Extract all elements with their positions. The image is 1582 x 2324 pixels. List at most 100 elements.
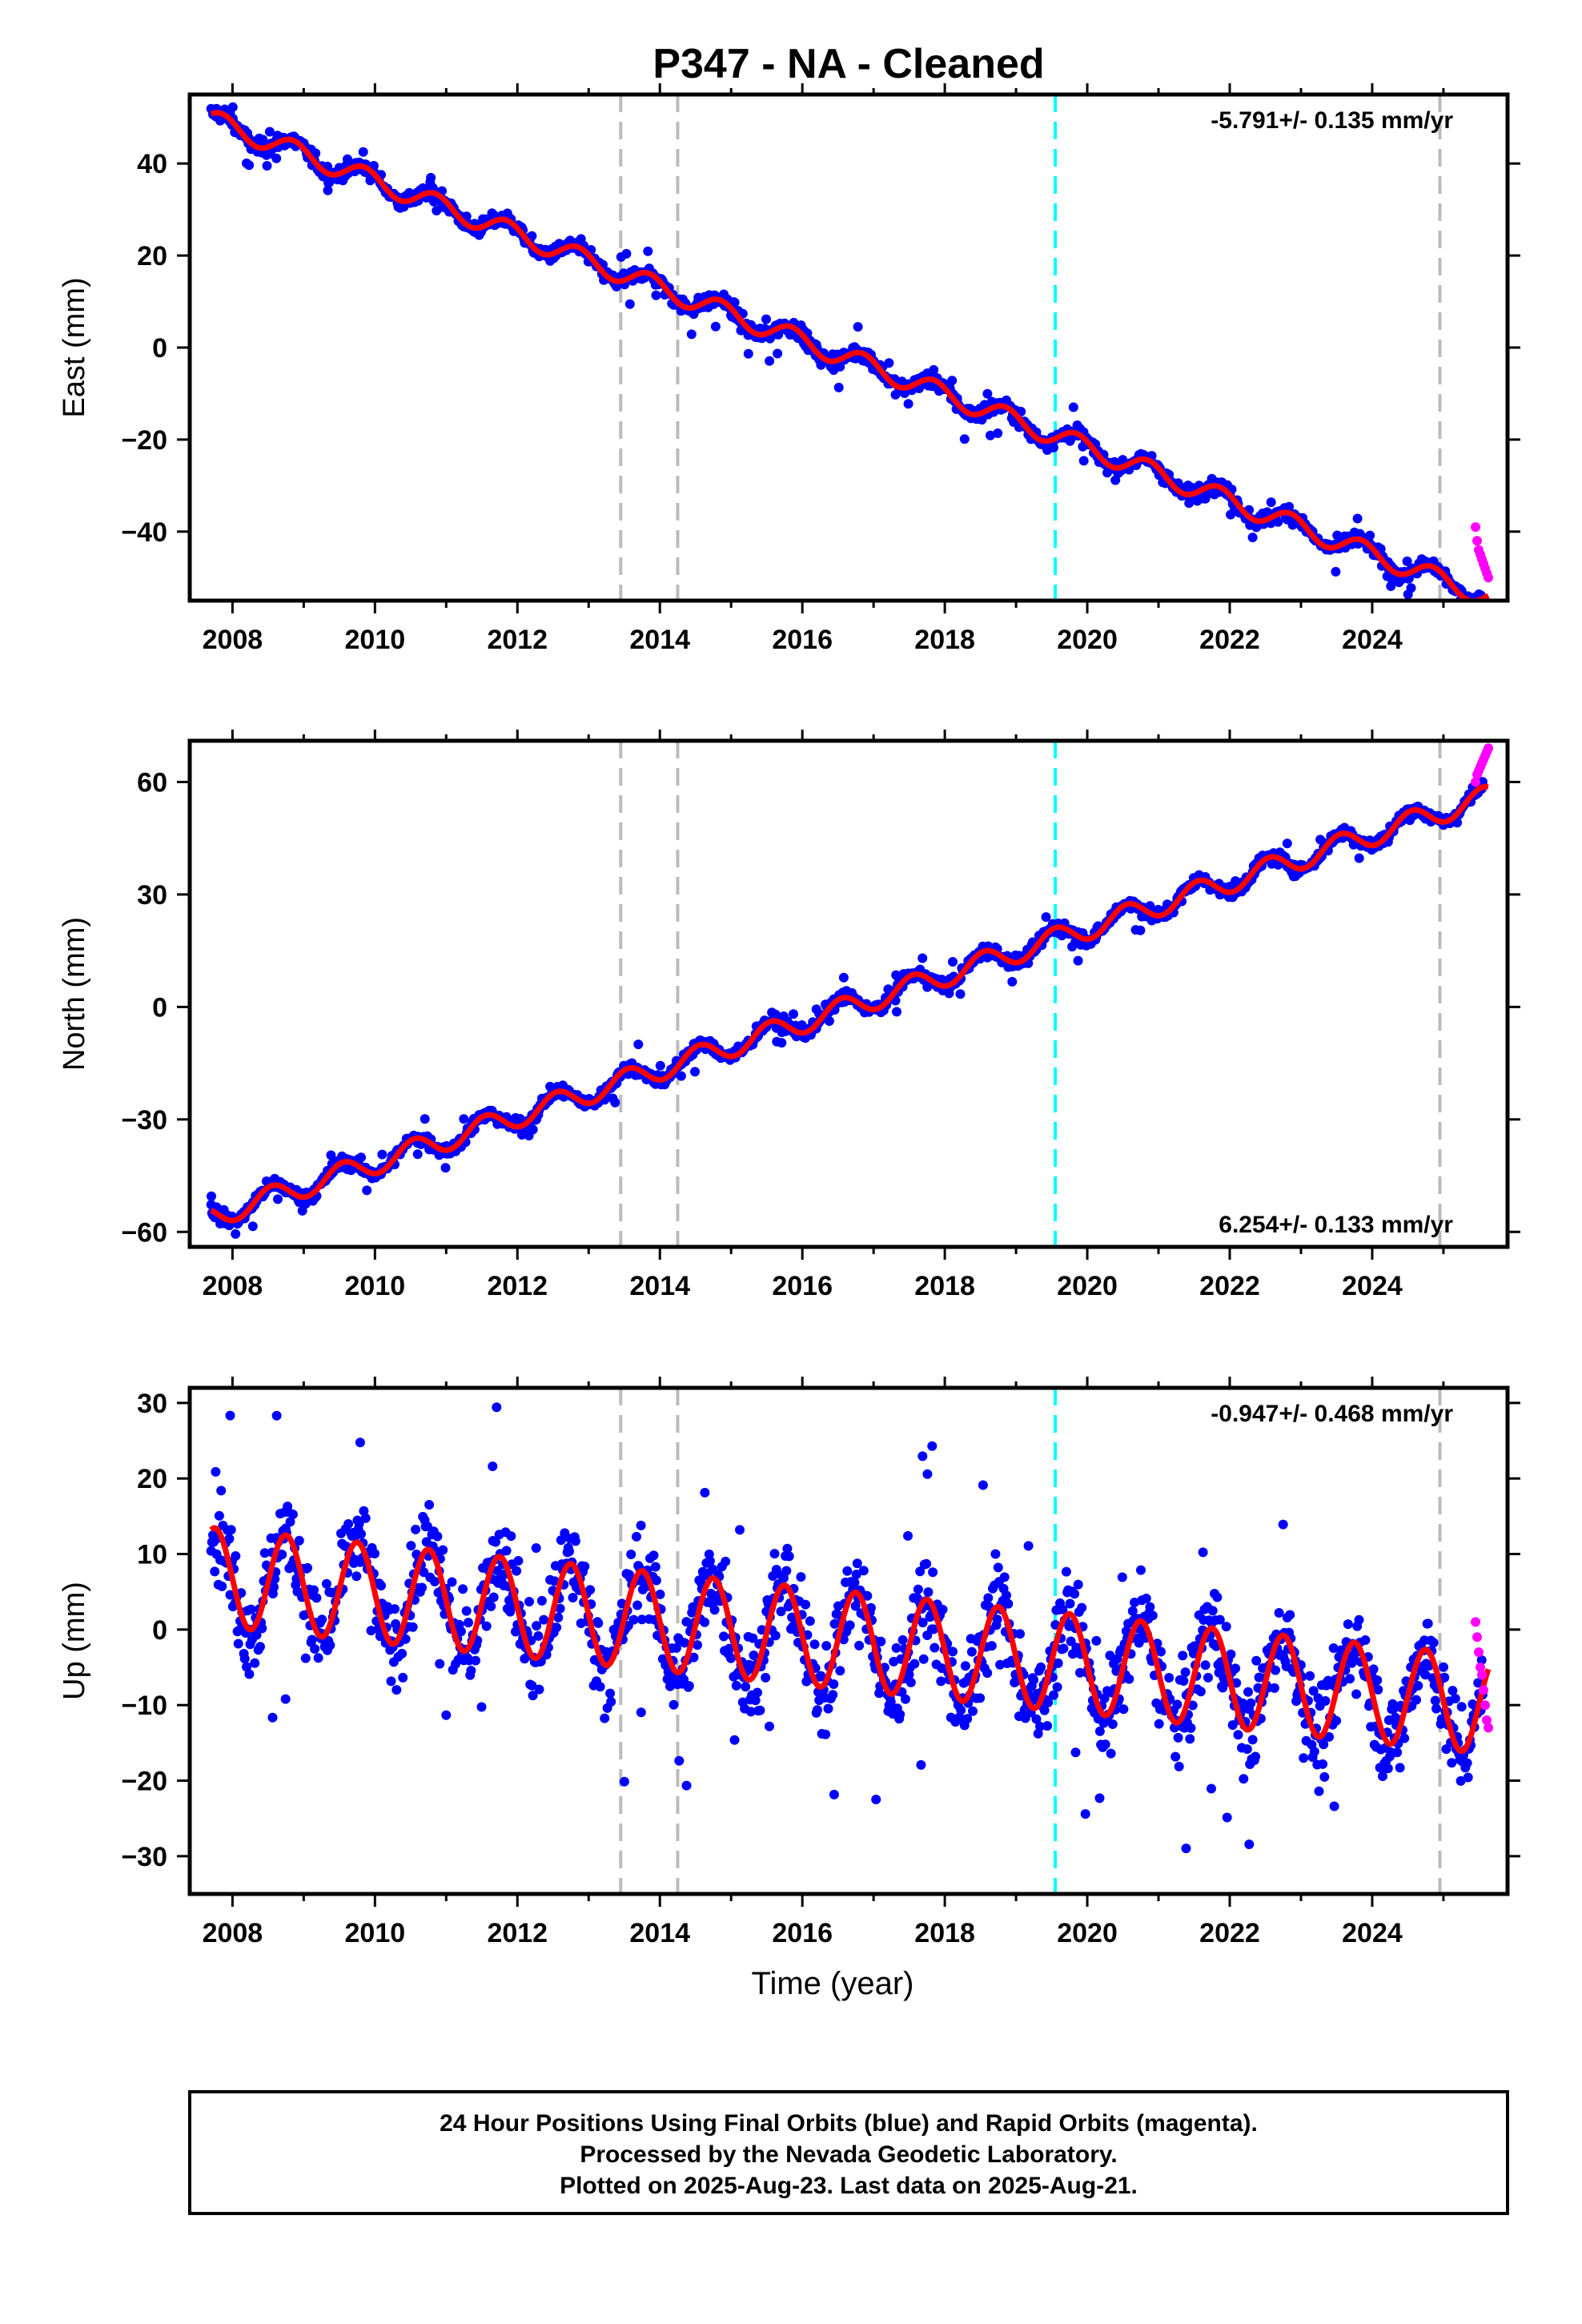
data-point [829, 1679, 839, 1689]
data-point [655, 1060, 665, 1071]
data-point [1378, 1771, 1387, 1781]
data-point [1035, 1722, 1045, 1731]
data-point [466, 1666, 476, 1675]
data-point [895, 1709, 905, 1719]
data-point [721, 1556, 731, 1566]
data-point [362, 1185, 372, 1196]
data-point [1309, 1747, 1319, 1757]
y-tick-label: 20 [137, 1464, 167, 1494]
data-point [853, 322, 863, 332]
data-point [651, 1575, 661, 1586]
data-point [321, 1578, 331, 1589]
data-point [217, 1581, 227, 1591]
data-point [257, 1623, 267, 1634]
x-tick-label: 2018 [914, 1918, 975, 1948]
data-point [681, 1780, 692, 1791]
data-point [749, 1651, 759, 1660]
y-tick-label: −30 [121, 1105, 167, 1136]
data-point [770, 1630, 781, 1641]
x-tick-label: 2016 [772, 1271, 833, 1301]
data-point [1331, 566, 1341, 577]
data-point [432, 206, 442, 215]
data-point [269, 1582, 279, 1592]
data-point [267, 1712, 278, 1723]
data-point [1406, 583, 1416, 593]
data-point [605, 1688, 616, 1699]
data-point [271, 1410, 282, 1421]
data-point [481, 1621, 492, 1631]
data-point [231, 1228, 241, 1239]
data-point [690, 1067, 700, 1077]
data-point [488, 1462, 498, 1471]
data-point [905, 1677, 916, 1687]
data-point [829, 1789, 839, 1799]
data-point [527, 1680, 537, 1691]
rapid-orbit-points [1471, 522, 1493, 583]
data-point [1099, 1693, 1110, 1703]
data-point [1439, 1672, 1450, 1683]
data-point [1073, 1579, 1083, 1590]
data-point [782, 1543, 793, 1554]
data-point [273, 1194, 283, 1204]
data-point [1354, 853, 1364, 863]
data-point [430, 1576, 440, 1586]
data-point [750, 1695, 761, 1706]
data-point [1212, 1592, 1223, 1602]
data-point [1411, 1695, 1421, 1705]
plot-frame [187, 738, 1510, 1249]
data-point [280, 1694, 291, 1704]
x-tick-label: 2014 [629, 1271, 690, 1301]
data-point [412, 1149, 423, 1160]
rate-label: -0.947+/- 0.468 mm/yr [1211, 1401, 1453, 1427]
data-point [1015, 1629, 1025, 1639]
data-point [1049, 1690, 1058, 1700]
data-point [1373, 1684, 1383, 1695]
data-point [930, 1642, 940, 1653]
x-tick-label: 2020 [1057, 625, 1118, 655]
data-point [271, 153, 282, 163]
model-curve [209, 1525, 1492, 1755]
data-point [1036, 1662, 1046, 1672]
data-point [1094, 1793, 1105, 1803]
data-point [999, 1572, 1010, 1582]
footer-line-1: 24 Hour Positions Using Final Orbits (bl… [440, 2110, 1258, 2137]
data-point [438, 1545, 448, 1555]
data-point [1477, 602, 1487, 612]
data-point [655, 1589, 665, 1599]
data-point [285, 1517, 295, 1527]
rapid-point [1472, 536, 1482, 546]
data-point [769, 1549, 780, 1559]
x-tick-label: 2020 [1057, 1271, 1118, 1301]
data-point [461, 211, 472, 222]
x-tick-label: 2012 [487, 1271, 548, 1301]
data-point [420, 1114, 430, 1124]
data-point [1070, 1589, 1080, 1599]
x-tick-label: 2022 [1199, 1271, 1260, 1301]
rapid-point [1472, 1632, 1482, 1642]
data-point [1233, 1730, 1243, 1740]
data-point [1360, 1635, 1371, 1645]
data-point [686, 329, 697, 340]
data-point [458, 1584, 468, 1594]
data-point [1399, 1733, 1410, 1743]
x-tick-label: 2016 [772, 625, 833, 655]
data-point [512, 1566, 522, 1576]
data-point [1003, 1598, 1014, 1609]
data-point [1328, 1643, 1339, 1653]
data-point [1319, 1739, 1329, 1750]
data-point [300, 1653, 311, 1663]
data-point [915, 1566, 926, 1577]
north-panel: 2008 2010 2012 2014 2016 2018 2020 2022 2024 −60 −… [58, 730, 1520, 1301]
data-point [251, 1630, 262, 1640]
data-point [917, 1618, 928, 1628]
data-point [1043, 1697, 1054, 1707]
data-point [297, 1205, 307, 1216]
data-point [404, 187, 415, 198]
y-tick-label: 0 [152, 1615, 167, 1646]
data-point [865, 1602, 876, 1613]
data-point [351, 1571, 362, 1582]
data-point [1136, 1565, 1146, 1575]
data-point [1118, 1704, 1129, 1715]
data-point [904, 1670, 914, 1680]
data-point [1077, 1602, 1087, 1613]
